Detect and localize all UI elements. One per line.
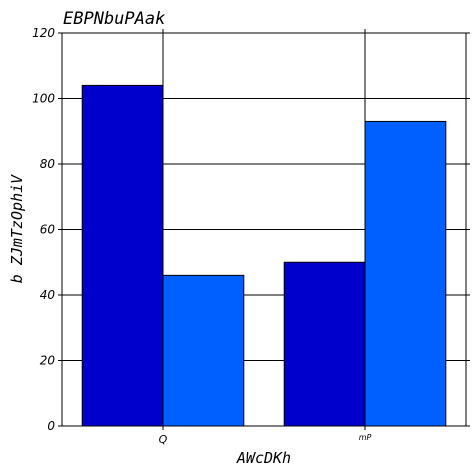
y-tick-label: 120 <box>32 26 55 40</box>
x-tick-label: Q <box>159 433 168 446</box>
bar-mP-series-2 <box>364 120 447 427</box>
y-tick-label: 60 <box>40 223 56 237</box>
y-axis-label: b ZJmTzOphiV <box>8 174 26 283</box>
y-tick-label: 40 <box>40 288 56 302</box>
bar-Q-series-2 <box>162 274 245 427</box>
x-tick-label: mP <box>359 433 372 442</box>
bars <box>81 84 447 427</box>
bar-Q-series-1 <box>81 84 164 427</box>
tick-marks <box>58 29 470 430</box>
y-tick-label: 0 <box>47 419 55 433</box>
bar-mP-series-1 <box>283 261 366 427</box>
chart-title: EBPNbuPAak <box>63 9 165 29</box>
x-axis-label: AWcDKh <box>236 449 291 467</box>
y-tick-label: 100 <box>32 92 55 106</box>
y-tick-label: 80 <box>40 157 56 171</box>
y-tick-label: 20 <box>40 354 56 368</box>
